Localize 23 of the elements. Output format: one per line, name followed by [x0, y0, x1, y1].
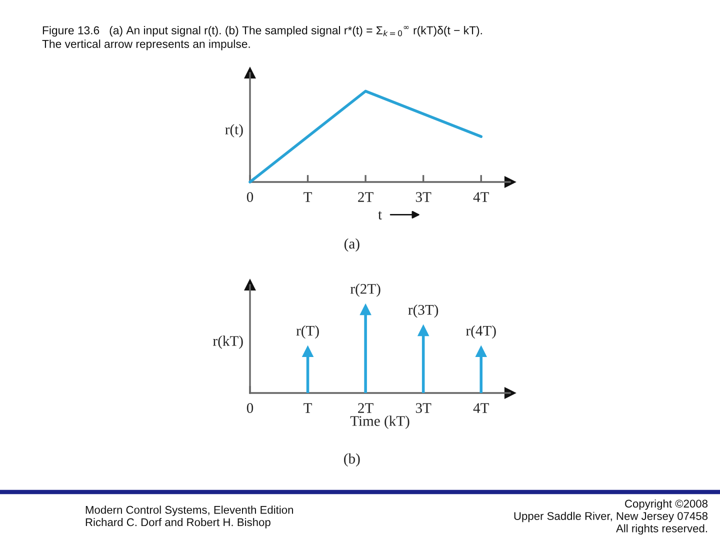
text: (b) [344, 453, 360, 467]
x-tick-label: T [304, 403, 312, 413]
y-axis-title: r(kT) [213, 336, 243, 349]
x-axis-title: t [378, 211, 382, 220]
x-tick-label: 4T [473, 192, 489, 202]
x-axis-title: Time (kT) [350, 416, 410, 429]
x-tick-label: 2T [358, 403, 374, 413]
annotation: r(3T) [408, 304, 438, 318]
annotation: r(2T) [350, 284, 380, 297]
y-axis-title: r(t) [225, 124, 243, 138]
x-tick-label: T [304, 192, 312, 202]
x-tick-label: 3T [416, 192, 432, 202]
x-tick-label: 0 [246, 192, 254, 202]
annotation: r(4T) [466, 325, 496, 339]
text: Copyright ©2008 Upper Saddle River, New Jersey 07458 All rights reserved. [514, 499, 708, 535]
text: (a) [344, 238, 360, 252]
x-tick-label: 3T [416, 403, 432, 413]
x-tick-label: 0 [246, 403, 254, 413]
x-tick-label: 4T [473, 403, 489, 413]
x-tick-label: 2T [358, 192, 374, 202]
text: Modern Control Systems, Eleventh Edition Richard C. Dorf and Robert H. Bishop [86, 506, 294, 528]
annotation: r(T) [296, 325, 319, 339]
chart-title: Figure 13.6 (a) An input signal r(t). (b) The sampled signal r*(t) = Σ$_{k=0}$$^{∞}$ r(kT)δ(t − kT). The vertical arrow represents an impulse. [42, 26, 482, 50]
